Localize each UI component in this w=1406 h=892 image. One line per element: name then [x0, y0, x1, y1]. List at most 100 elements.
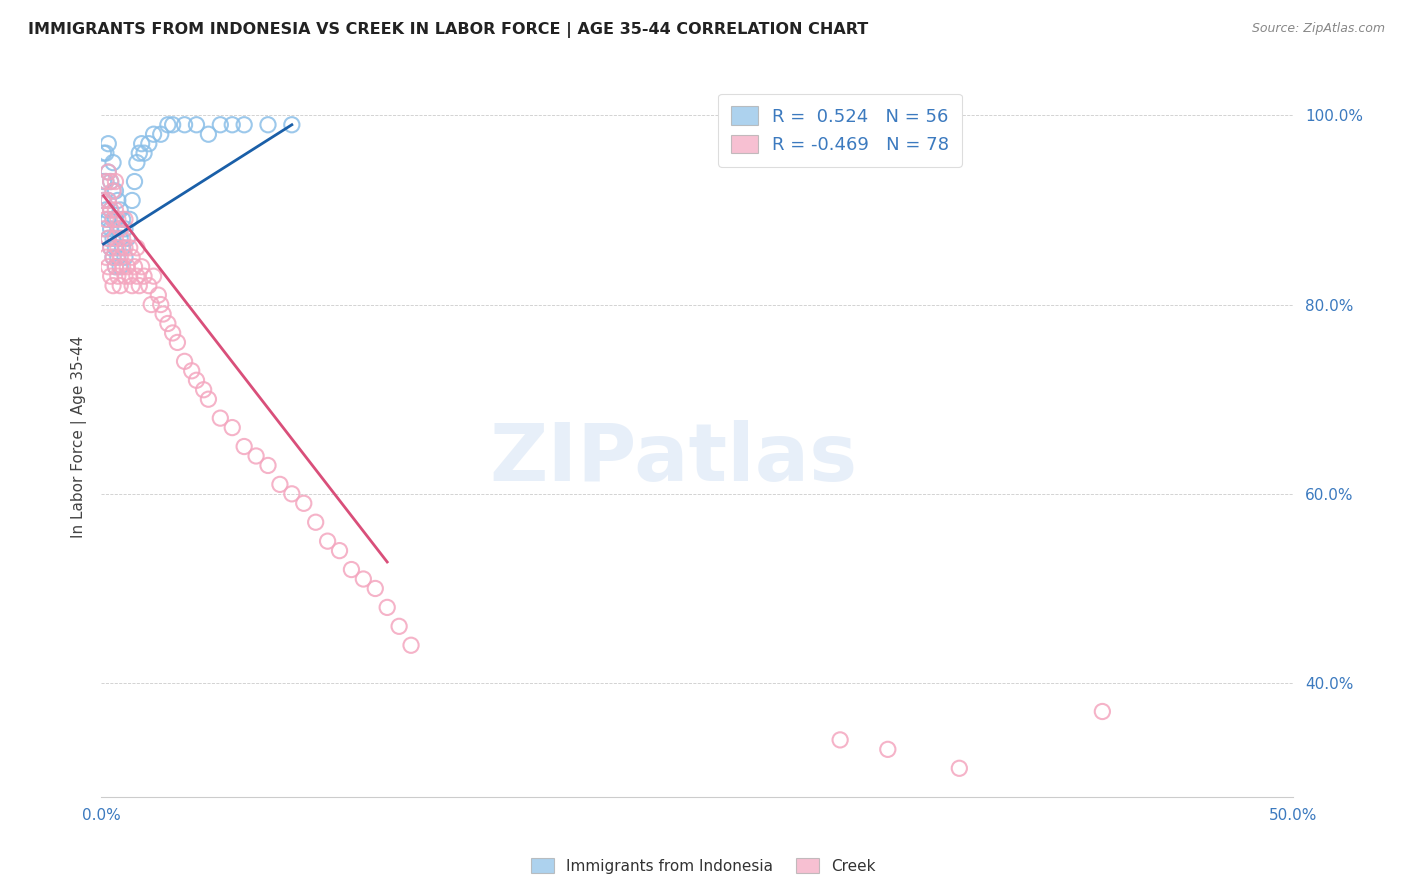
- Point: [101, 184, 124, 198]
- Point: [173, 118, 195, 132]
- Text: ZIPatlas: ZIPatlas: [489, 419, 858, 498]
- Point: [111, 241, 134, 255]
- Point: [114, 222, 136, 236]
- Point: [132, 269, 155, 284]
- Point: [97, 165, 120, 179]
- Point: [100, 241, 122, 255]
- Point: [121, 194, 143, 208]
- Point: [233, 118, 256, 132]
- Point: [107, 194, 129, 208]
- Point: [93, 222, 115, 236]
- Point: [101, 184, 124, 198]
- Point: [111, 231, 134, 245]
- Point: [142, 269, 165, 284]
- Point: [97, 260, 120, 274]
- Point: [108, 260, 131, 274]
- Point: [124, 175, 146, 189]
- Point: [100, 202, 122, 217]
- Point: [114, 241, 136, 255]
- Point: [97, 212, 120, 227]
- Point: [93, 175, 115, 189]
- Point: [97, 136, 120, 151]
- Point: [100, 175, 122, 189]
- Point: [101, 250, 124, 264]
- Point: [121, 278, 143, 293]
- Point: [152, 307, 174, 321]
- Point: [94, 146, 117, 161]
- Point: [97, 194, 120, 208]
- Point: [94, 202, 117, 217]
- Point: [197, 127, 219, 141]
- Legend: R =  0.524   N = 56, R = -0.469   N = 78: R = 0.524 N = 56, R = -0.469 N = 78: [718, 94, 962, 167]
- Point: [100, 175, 122, 189]
- Point: [186, 118, 208, 132]
- Point: [132, 146, 155, 161]
- Point: [108, 278, 131, 293]
- Point: [104, 241, 127, 255]
- Point: [209, 118, 232, 132]
- Text: Source: ZipAtlas.com: Source: ZipAtlas.com: [1251, 22, 1385, 36]
- Point: [108, 202, 131, 217]
- Point: [104, 260, 127, 274]
- Point: [148, 288, 170, 302]
- Point: [107, 212, 129, 227]
- Point: [166, 335, 188, 350]
- Point: [292, 496, 315, 510]
- Point: [107, 269, 129, 284]
- Point: [101, 231, 124, 245]
- Point: [221, 420, 243, 434]
- Point: [125, 241, 148, 255]
- Point: [180, 364, 202, 378]
- Point: [221, 118, 243, 132]
- Point: [209, 411, 232, 425]
- Point: [876, 742, 898, 756]
- Point: [141, 297, 163, 311]
- Point: [101, 250, 124, 264]
- Point: [399, 638, 422, 652]
- Point: [269, 477, 291, 491]
- Point: [118, 269, 141, 284]
- Point: [117, 260, 139, 274]
- Point: [101, 278, 124, 293]
- Point: [131, 136, 153, 151]
- Point: [245, 449, 267, 463]
- Point: [117, 231, 139, 245]
- Y-axis label: In Labor Force | Age 35-44: In Labor Force | Age 35-44: [72, 336, 87, 538]
- Legend: Immigrants from Indonesia, Creek: Immigrants from Indonesia, Creek: [524, 852, 882, 880]
- Text: IMMIGRANTS FROM INDONESIA VS CREEK IN LABOR FORCE | AGE 35-44 CORRELATION CHART: IMMIGRANTS FROM INDONESIA VS CREEK IN LA…: [28, 22, 869, 38]
- Point: [149, 127, 172, 141]
- Point: [316, 534, 339, 549]
- Point: [340, 563, 363, 577]
- Point: [107, 241, 129, 255]
- Point: [101, 212, 124, 227]
- Point: [94, 175, 117, 189]
- Point: [125, 155, 148, 169]
- Point: [100, 241, 122, 255]
- Point: [364, 582, 387, 596]
- Point: [111, 212, 134, 227]
- Point: [948, 761, 970, 775]
- Point: [101, 212, 124, 227]
- Point: [193, 383, 215, 397]
- Point: [97, 231, 120, 245]
- Point: [149, 297, 172, 311]
- Point: [281, 487, 304, 501]
- Point: [104, 231, 127, 245]
- Point: [114, 269, 136, 284]
- Point: [104, 212, 127, 227]
- Point: [93, 194, 115, 208]
- Point: [100, 222, 122, 236]
- Point: [104, 184, 127, 198]
- Point: [107, 222, 129, 236]
- Point: [94, 250, 117, 264]
- Point: [121, 250, 143, 264]
- Point: [138, 136, 160, 151]
- Point: [125, 269, 148, 284]
- Point: [830, 732, 852, 747]
- Point: [173, 354, 195, 368]
- Point: [94, 212, 117, 227]
- Point: [97, 231, 120, 245]
- Point: [101, 155, 124, 169]
- Point: [124, 260, 146, 274]
- Point: [94, 175, 117, 189]
